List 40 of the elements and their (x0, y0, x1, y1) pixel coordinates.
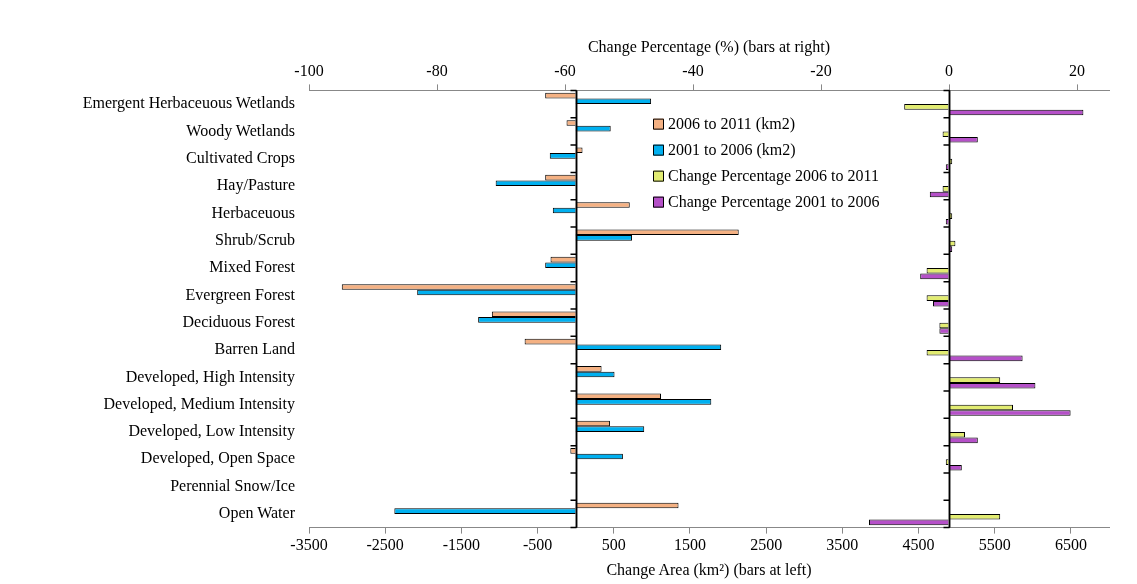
x2-tick-label: 20 (1069, 62, 1085, 79)
x-tick-label: -2500 (366, 536, 404, 554)
y-tick-label: Shrub/Scrub (215, 230, 295, 248)
x2-tick-label: 0 (945, 62, 953, 79)
x2-tick-label: -60 (554, 62, 576, 79)
y-tick-label: Woody Wetlands (186, 121, 295, 140)
y-tick-label: Developed, Low Intensity (128, 422, 295, 441)
x-tick-label: 6500 (1054, 536, 1087, 554)
x-tick-label: -500 (522, 536, 553, 554)
x2-tick-label: -20 (810, 62, 832, 79)
y-tick-label: Developed, Open Space (140, 449, 295, 468)
y-tick-label: Open Water (218, 504, 296, 523)
x-tick-label: -1500 (442, 536, 481, 554)
x2-tick-label: -80 (426, 62, 448, 79)
y-tick-label: Evergreen Forest (185, 285, 296, 304)
y-tick-label: Deciduous Forest (182, 312, 296, 330)
x-tick-label: 500 (601, 536, 626, 554)
y-tick-label: Herbaceuous (211, 203, 295, 221)
x-axis-title: Change Area (km²) (bars at left) (606, 560, 812, 579)
legend-label: 2006 to 2011 (km2) (668, 114, 795, 133)
y-tick-label: Developed, High Intensity (125, 367, 295, 386)
x-tick-label: 1500 (673, 536, 706, 554)
legend-label: Change Percentage 2006 to 2011 (668, 166, 879, 185)
x-tick-label: -3500 (290, 536, 328, 554)
y-tick-label: Mixed Forest (209, 258, 296, 276)
y-tick-label: Emergent Herbaceuous Wetlands (82, 94, 295, 113)
x-tick-label: 5500 (978, 536, 1011, 554)
x2-tick-label: -40 (682, 62, 704, 79)
x-tick-label: 2500 (750, 536, 783, 554)
x-tick-label: 4500 (902, 536, 935, 554)
x2-tick-label: -100 (294, 62, 324, 79)
y-tick-label: Cultivated Crops (186, 148, 295, 167)
x2-axis-title: Change Percentage (%) (bars at right) (587, 37, 831, 56)
y-tick-label: Developed, Medium Intensity (103, 394, 295, 413)
y-tick-label: Perennial Snow/Ice (170, 476, 295, 494)
y-tick-label: Barren Land (214, 340, 295, 358)
legend-label: 2001 to 2006 (km2) (668, 140, 796, 159)
y-tick-label: Hay/Pasture (216, 176, 295, 195)
x-tick-label: 3500 (826, 536, 859, 554)
legend-label: Change Percentage 2001 to 2006 (668, 192, 880, 211)
